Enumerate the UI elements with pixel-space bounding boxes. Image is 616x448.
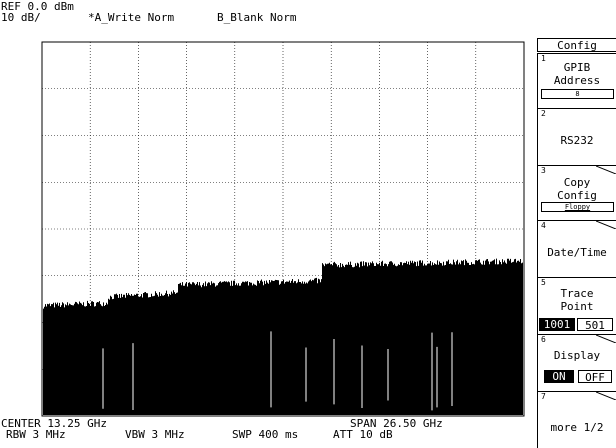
trace-point-1001-option[interactable]: 1001 bbox=[539, 318, 575, 331]
softkey-label: Display bbox=[553, 349, 601, 362]
center-frequency: CENTER 13.25 GHz bbox=[1, 417, 107, 430]
softkey-number: 1 bbox=[541, 54, 546, 63]
softkey-display[interactable]: 6 Display ON OFF bbox=[537, 334, 616, 391]
softkey-more[interactable]: 7 more 1/2 bbox=[537, 391, 616, 448]
video-bandwidth: VBW 3 MHz bbox=[125, 428, 185, 441]
span: SPAN 26.50 GHz bbox=[350, 417, 443, 430]
corner-tab-icon bbox=[596, 392, 616, 400]
trace-point-501-option[interactable]: 501 bbox=[577, 318, 613, 332]
softkey-label: GPIB Address bbox=[553, 61, 601, 87]
copy-config-value: Floppy bbox=[541, 202, 614, 212]
reference-level: REF 0.0 dBm bbox=[1, 0, 74, 13]
trace-b-mode: B_Blank Norm bbox=[217, 11, 297, 24]
sweep-time: SWP 400 ms bbox=[232, 428, 299, 441]
trace-a bbox=[43, 258, 523, 415]
corner-tab-icon bbox=[596, 166, 616, 174]
softkey-gpib-address[interactable]: 1 GPIB Address 8 bbox=[537, 53, 616, 108]
corner-tab-icon bbox=[596, 221, 616, 229]
softkey-label: Date/Time bbox=[547, 246, 607, 259]
resolution-bandwidth: RBW 3 MHz bbox=[6, 428, 66, 441]
softkey-label: Trace Point bbox=[560, 287, 594, 313]
spectrum-display bbox=[41, 41, 525, 417]
softkey-number: 7 bbox=[541, 392, 546, 401]
softkey-number: 6 bbox=[541, 335, 546, 344]
trace-a-mode: *A_Write Norm bbox=[88, 11, 175, 24]
softkey-number: 3 bbox=[541, 166, 546, 175]
softkey-date-time[interactable]: 4 Date/Time bbox=[537, 220, 616, 277]
display-on-option[interactable]: ON bbox=[544, 370, 574, 383]
trace-spikes bbox=[102, 331, 453, 411]
display-off-option[interactable]: OFF bbox=[578, 370, 612, 384]
softkey-label: RS232 bbox=[560, 134, 594, 147]
gpib-address-value: 8 bbox=[541, 89, 614, 99]
corner-tab-icon bbox=[596, 335, 616, 343]
menu-title-label: Config bbox=[557, 39, 597, 52]
softkey-number: 4 bbox=[541, 221, 546, 230]
scale-per-division: 10 dB/ bbox=[1, 11, 41, 24]
softkey-trace-point[interactable]: 5 Trace Point 1001 501 bbox=[537, 277, 616, 334]
menu-title: Config bbox=[537, 38, 616, 52]
softkey-label: Copy Config bbox=[557, 176, 597, 202]
softkey-number: 2 bbox=[541, 109, 546, 118]
attenuation: ATT 10 dB bbox=[333, 428, 393, 441]
softkey-rs232[interactable]: 2 RS232 bbox=[537, 108, 616, 165]
softkey-number: 5 bbox=[541, 278, 546, 287]
softkey-copy-config[interactable]: 3 Copy Config Floppy bbox=[537, 165, 616, 220]
softkey-label: more 1/2 bbox=[550, 421, 604, 434]
